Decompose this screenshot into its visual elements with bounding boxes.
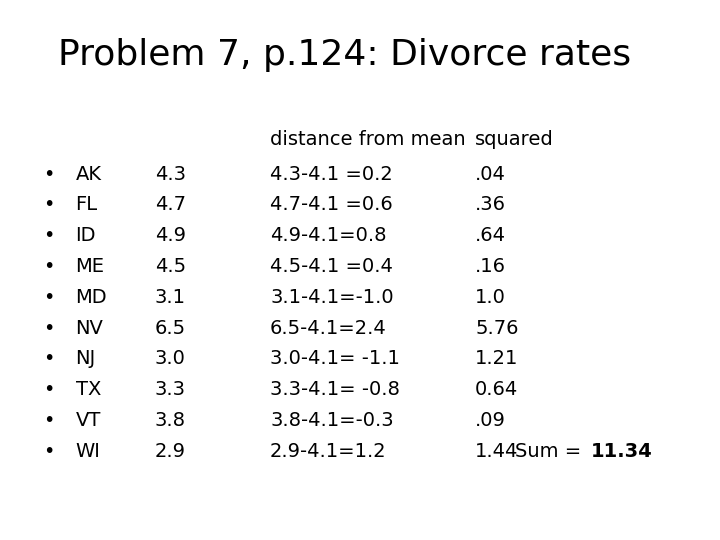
Text: 1.44: 1.44 (475, 442, 518, 461)
Text: 1.0: 1.0 (475, 288, 506, 307)
Text: WI: WI (76, 442, 101, 461)
Text: •: • (43, 442, 55, 461)
Text: 2.9: 2.9 (155, 442, 186, 461)
Text: 4.7: 4.7 (155, 195, 186, 214)
Text: 3.1-4.1=-1.0: 3.1-4.1=-1.0 (270, 288, 394, 307)
Text: 1.21: 1.21 (475, 349, 518, 368)
Text: 5.76: 5.76 (475, 319, 518, 338)
Text: 3.3-4.1= -0.8: 3.3-4.1= -0.8 (270, 380, 400, 399)
Text: ID: ID (76, 226, 96, 245)
Text: 4.7-4.1 =0.6: 4.7-4.1 =0.6 (270, 195, 392, 214)
Text: .64: .64 (475, 226, 506, 245)
Text: •: • (43, 411, 55, 430)
Text: TX: TX (76, 380, 101, 399)
Text: 4.5-4.1 =0.4: 4.5-4.1 =0.4 (270, 257, 393, 276)
Text: •: • (43, 195, 55, 214)
Text: 0.64: 0.64 (475, 380, 518, 399)
Text: ME: ME (76, 257, 104, 276)
Text: •: • (43, 319, 55, 338)
Text: •: • (43, 288, 55, 307)
Text: 3.0-4.1= -1.1: 3.0-4.1= -1.1 (270, 349, 400, 368)
Text: Problem 7, p.124: Divorce rates: Problem 7, p.124: Divorce rates (58, 38, 631, 72)
Text: 4.5: 4.5 (155, 257, 186, 276)
Text: •: • (43, 380, 55, 399)
Text: 3.0: 3.0 (155, 349, 186, 368)
Text: NV: NV (76, 319, 104, 338)
Text: FL: FL (76, 195, 98, 214)
Text: 3.8: 3.8 (155, 411, 186, 430)
Text: 3.8-4.1=-0.3: 3.8-4.1=-0.3 (270, 411, 394, 430)
Text: 4.3: 4.3 (155, 165, 186, 184)
Text: 4.9-4.1=0.8: 4.9-4.1=0.8 (270, 226, 387, 245)
Text: 6.5: 6.5 (155, 319, 186, 338)
Text: 6.5-4.1=2.4: 6.5-4.1=2.4 (270, 319, 387, 338)
Text: .04: .04 (475, 165, 506, 184)
Text: 2.9-4.1=1.2: 2.9-4.1=1.2 (270, 442, 387, 461)
Text: •: • (43, 226, 55, 245)
Text: •: • (43, 349, 55, 368)
Text: .36: .36 (475, 195, 506, 214)
Text: 4.9: 4.9 (155, 226, 186, 245)
Text: 3.1: 3.1 (155, 288, 186, 307)
Text: •: • (43, 257, 55, 276)
Text: .09: .09 (475, 411, 506, 430)
Text: .16: .16 (475, 257, 506, 276)
Text: distance from mean: distance from mean (270, 130, 466, 148)
Text: 4.3-4.1 =0.2: 4.3-4.1 =0.2 (270, 165, 392, 184)
Text: AK: AK (76, 165, 102, 184)
Text: •: • (43, 165, 55, 184)
Text: MD: MD (76, 288, 107, 307)
Text: 11.34: 11.34 (590, 442, 652, 461)
Text: Sum =: Sum = (515, 442, 588, 461)
Text: 3.3: 3.3 (155, 380, 186, 399)
Text: VT: VT (76, 411, 101, 430)
Text: NJ: NJ (76, 349, 96, 368)
Text: squared: squared (475, 130, 554, 148)
